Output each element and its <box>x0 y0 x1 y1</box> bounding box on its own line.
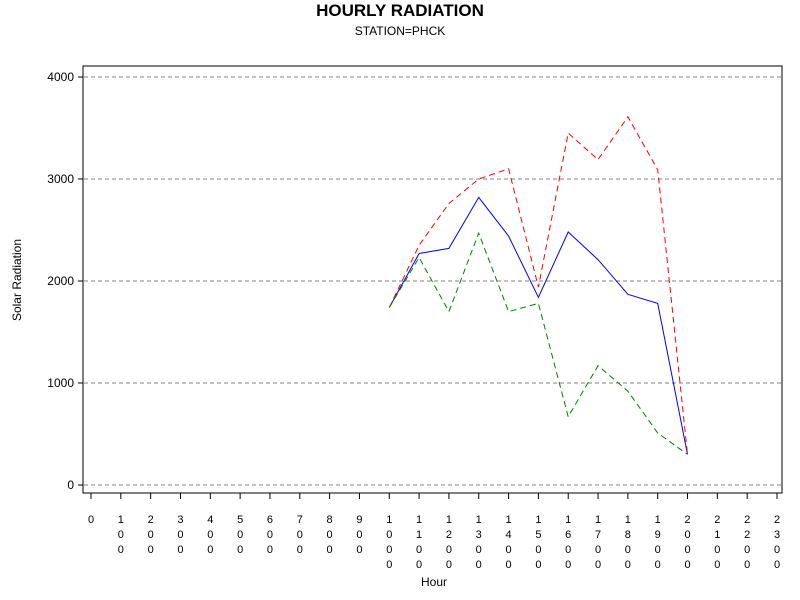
y-axis: 0 1000 2000 3000 4000 <box>47 70 83 492</box>
series-line-3 <box>388 231 688 455</box>
x-tick-label: 0 <box>88 514 94 526</box>
x-axis: 0 1 0 0 2 0 0 3 0 0 4 0 0 5 0 0 6 0 0 7 0 0 8 0 0 9 0 0 1 0 0 0 1 1 0 0 1 2 0 0… <box>88 493 780 571</box>
series-lines <box>388 115 688 455</box>
y-tick-label: 3000 <box>47 172 74 186</box>
chart-title: HOURLY RADIATION <box>316 1 484 20</box>
series-line-1 <box>388 196 688 455</box>
series-line-2 <box>388 115 688 455</box>
y-tick-label: 0 <box>67 478 74 492</box>
y-tick-label: 4000 <box>47 70 74 84</box>
chart-subtitle: STATION=PHCK <box>354 24 446 38</box>
y-tick-label: 2000 <box>47 274 74 288</box>
plot-frame <box>82 65 783 494</box>
y-tick-label: 1000 <box>47 376 74 390</box>
x-axis-label: Hour <box>421 575 447 589</box>
y-axis-label: Solar Radiation <box>10 239 24 321</box>
